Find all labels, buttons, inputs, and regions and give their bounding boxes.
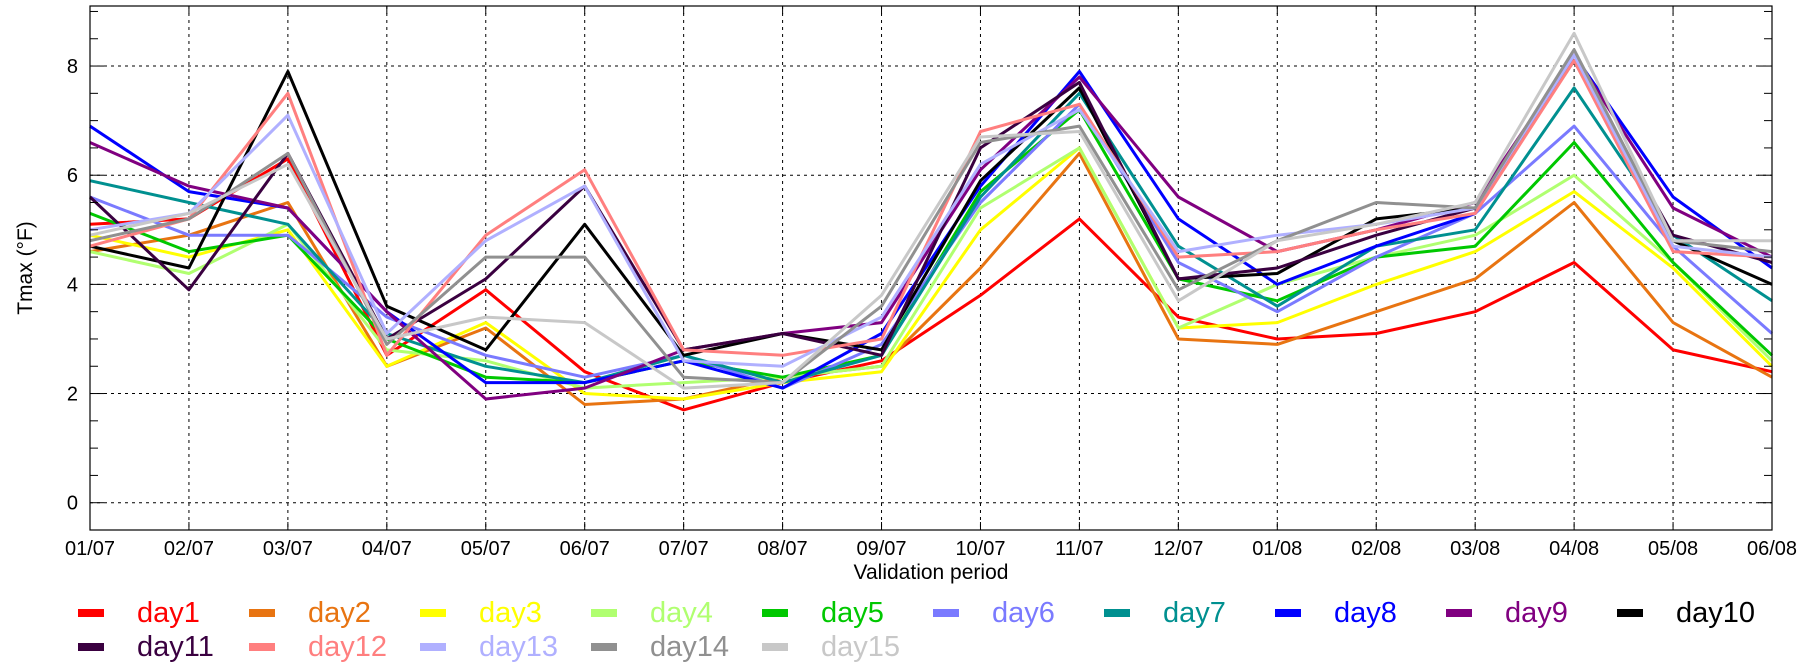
- tick-layer: [89, 6, 1773, 530]
- legend-swatch-day11: [78, 643, 104, 651]
- y-tick-label: 0: [67, 493, 78, 515]
- x-tick-label: 01/08: [1252, 538, 1302, 560]
- legend-label-day14: day14: [650, 631, 729, 663]
- series-line-day15: [89, 31, 1772, 390]
- legend-swatch-day15: [762, 643, 788, 651]
- legend-label-day5: day5: [821, 597, 884, 629]
- plot-frame: [89, 5, 1773, 531]
- series-line-day2: [89, 151, 1773, 406]
- legend-swatch-day1: [78, 609, 104, 617]
- legend-label-day10: day10: [1676, 597, 1755, 629]
- x-tick-label: 02/08: [1351, 538, 1401, 560]
- series-line-day4: [89, 146, 1774, 390]
- x-tick-label: 10/07: [955, 538, 1005, 560]
- y-tick-label: 6: [67, 165, 78, 187]
- legend-label-day9: day9: [1505, 597, 1568, 629]
- x-tick-label: 05/07: [461, 538, 511, 560]
- legend-label-day8: day8: [1334, 597, 1397, 629]
- legend-swatch-day2: [249, 609, 275, 617]
- legend-label-day11: day11: [137, 631, 214, 663]
- legend-label-day2: day2: [308, 597, 371, 629]
- y-tick-label: 8: [67, 56, 78, 78]
- legend: day1 day2 day3 day4 day5 day6 day7 day8 day9 day1…: [78, 597, 1755, 663]
- legend-label-day12: day12: [308, 631, 387, 663]
- legend-swatch-day13: [420, 643, 446, 651]
- legend-label-day7: day7: [1163, 597, 1226, 629]
- legend-swatch-day14: [591, 643, 617, 651]
- legend-label-day4: day4: [650, 597, 713, 629]
- x-tick-label: 03/07: [263, 538, 313, 560]
- y-tick-label: 4: [67, 274, 78, 296]
- legend-swatch-day8: [1275, 609, 1301, 617]
- x-tick-label: 06/08: [1747, 538, 1797, 560]
- legend-swatch-day3: [420, 609, 446, 617]
- legend-swatch-day5: [762, 609, 788, 617]
- x-tick-label: 09/07: [856, 538, 906, 560]
- legend-swatch-day12: [249, 643, 275, 651]
- legend-swatch-day10: [1617, 609, 1643, 617]
- legend-swatch-day7: [1104, 609, 1130, 617]
- x-tick-label: 04/08: [1549, 538, 1599, 560]
- legend-label-day3: day3: [479, 597, 542, 629]
- legend-label-day15: day15: [821, 631, 900, 663]
- legend-label-day6: day6: [992, 597, 1055, 629]
- x-tick-label: 01/07: [65, 538, 115, 560]
- legend-swatch-day6: [933, 609, 959, 617]
- series-layer: [88, 31, 1774, 412]
- x-tick-label: 07/07: [659, 538, 709, 560]
- y-axis-title: Tmax (°F): [14, 221, 37, 315]
- legend-label-day1: day1: [137, 597, 200, 629]
- legend-label-day13: day13: [479, 631, 558, 663]
- x-tick-label: 06/07: [560, 538, 610, 560]
- x-tick-label: 03/08: [1450, 538, 1500, 560]
- y-tick-label: 2: [67, 384, 78, 406]
- series-line-day3: [89, 146, 1774, 401]
- x-tick-label: 02/07: [164, 538, 214, 560]
- tick-label-layer: 01/07 02/07 03/07 04/07 05/07 06/07 07/07 08/07…: [65, 56, 1797, 560]
- legend-swatch-day4: [591, 609, 617, 617]
- x-tick-label: 04/07: [362, 538, 412, 560]
- series-line-day13: [89, 53, 1773, 368]
- x-tick-label: 08/07: [758, 538, 808, 560]
- legend-swatch-day9: [1446, 609, 1472, 617]
- x-tick-label: 05/08: [1648, 538, 1698, 560]
- x-tick-label: 11/07: [1055, 538, 1104, 560]
- x-tick-label: 12/07: [1153, 538, 1203, 560]
- x-axis-title: Validation period: [854, 561, 1009, 584]
